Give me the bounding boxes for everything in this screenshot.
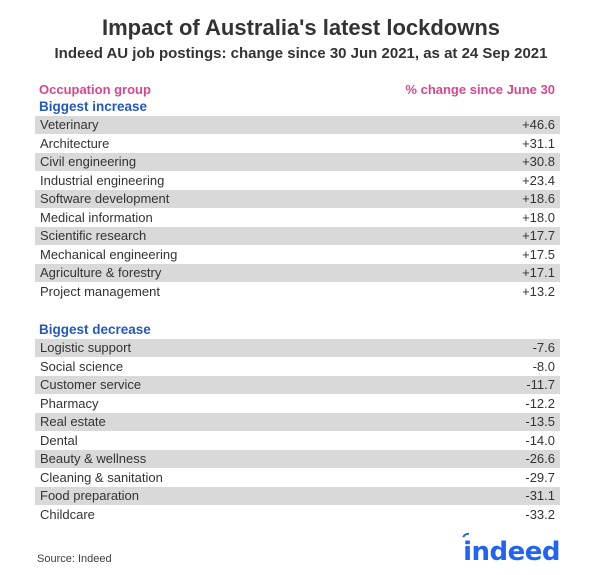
change-value: +17.5	[522, 246, 555, 262]
change-value: -31.1	[525, 488, 555, 504]
chart-page: Impact of Australia's latest lockdowns I…	[0, 14, 602, 575]
footer: Source: Indeed indeed	[35, 530, 560, 567]
decrease-rows: Logistic support -7.6 Social science -8.…	[35, 339, 560, 524]
occupation-label: Real estate	[40, 414, 106, 430]
occupation-label: Logistic support	[40, 340, 132, 356]
change-value: -12.2	[525, 395, 555, 411]
table-row: Pharmacy -12.2	[35, 395, 560, 413]
occupation-label: Childcare	[40, 506, 95, 522]
occupation-label: Social science	[40, 358, 124, 374]
table-row: Logistic support -7.6	[35, 339, 560, 358]
change-value: -14.0	[525, 432, 555, 448]
table-row: Food preparation -31.1	[35, 487, 560, 506]
section-label-decrease: Biggest decrease	[39, 322, 151, 337]
table-row: Cleaning & sanitation -29.7	[35, 469, 560, 487]
occupation-label: Software development	[40, 191, 170, 207]
change-value: +30.8	[522, 154, 555, 170]
source-note: Source: Indeed	[37, 553, 112, 565]
occupation-label: Project management	[40, 283, 160, 299]
change-value: +17.1	[522, 265, 555, 281]
section-label-increase: Biggest increase	[39, 99, 148, 114]
column-header-occupation: Occupation group	[39, 82, 151, 97]
occupation-label: Civil engineering	[40, 154, 137, 170]
occupation-label: Beauty & wellness	[40, 451, 147, 467]
table-row: Architecture +31.1	[35, 135, 560, 153]
table-row: Industrial engineering +23.4	[35, 172, 560, 190]
change-value: +23.4	[522, 172, 555, 188]
occupation-label: Medical information	[40, 209, 153, 225]
change-value: +13.2	[522, 283, 555, 299]
table-row: Civil engineering +30.8	[35, 153, 560, 172]
occupation-label: Architecture	[40, 135, 110, 151]
change-value: -7.6	[532, 340, 555, 356]
change-value: -26.6	[525, 451, 555, 467]
column-header-change: % change since June 30	[405, 82, 555, 97]
page-title: Impact of Australia's latest lockdowns	[101, 15, 501, 40]
occupation-label: Scientific research	[40, 228, 147, 244]
table-row: Software development +18.6	[35, 190, 560, 209]
table-row: Social science -8.0	[35, 358, 560, 376]
column-header-row: Occupation group % change since June 30	[35, 81, 560, 98]
change-value: +17.7	[522, 228, 555, 244]
page-subtitle: Indeed AU job postings: change since 30 …	[54, 45, 548, 62]
change-value: +18.0	[522, 209, 555, 225]
change-value: +46.6	[522, 117, 555, 133]
occupation-label: Agriculture & forestry	[40, 265, 162, 281]
occupation-label: Food preparation	[40, 488, 140, 504]
table-row: Dental -14.0	[35, 432, 560, 450]
change-value: -29.7	[525, 469, 555, 485]
table-row: Childcare -33.2	[35, 506, 560, 524]
occupation-label: Mechanical engineering	[40, 246, 178, 262]
increase-rows: Veterinary +46.6 Architecture +31.1 Civi…	[35, 116, 560, 301]
occupation-label: Dental	[40, 432, 78, 448]
table-row: Project management +13.2	[35, 283, 560, 301]
change-value: -11.7	[526, 377, 555, 393]
section-gap	[35, 301, 560, 322]
table: Occupation group % change since June 30 …	[35, 81, 560, 524]
indeed-logo: indeed	[460, 530, 560, 567]
change-value: -13.5	[525, 414, 555, 430]
table-row: Medical information +18.0	[35, 209, 560, 227]
table-row: Scientific research +17.7	[35, 227, 560, 246]
change-value: -8.0	[532, 358, 555, 374]
table-row: Beauty & wellness -26.6	[35, 450, 560, 469]
occupation-label: Pharmacy	[40, 395, 99, 411]
occupation-label: Customer service	[40, 377, 142, 393]
table-row: Agriculture & forestry +17.1	[35, 264, 560, 283]
occupation-label: Cleaning & sanitation	[40, 469, 163, 485]
change-value: +18.6	[522, 191, 555, 207]
occupation-label: Industrial engineering	[40, 172, 165, 188]
occupation-label: Veterinary	[40, 117, 99, 133]
table-row: Customer service -11.7	[35, 376, 560, 395]
table-row: Veterinary +46.6	[35, 116, 560, 135]
indeed-logo-text: indeed	[463, 537, 560, 567]
change-value: +31.1	[522, 135, 555, 151]
table-row: Mechanical engineering +17.5	[35, 246, 560, 264]
table-row: Real estate -13.5	[35, 413, 560, 432]
change-value: -33.2	[525, 506, 555, 522]
